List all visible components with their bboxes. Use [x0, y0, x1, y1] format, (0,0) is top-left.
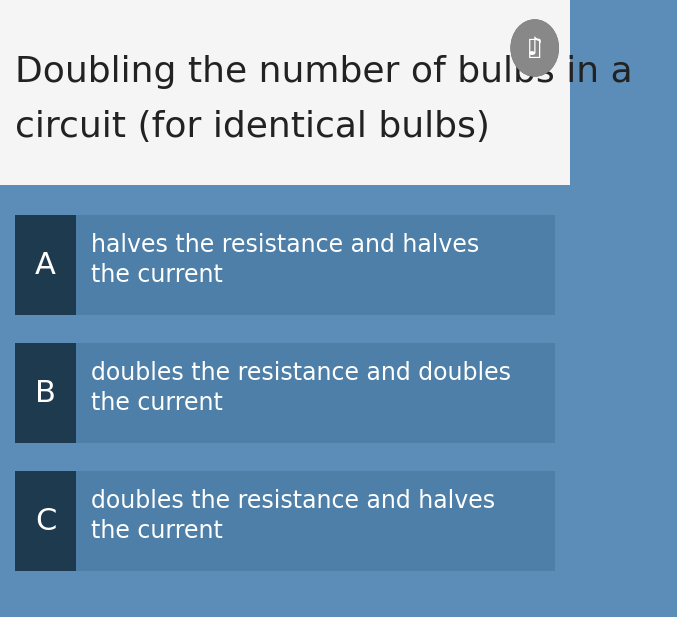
Text: the current: the current	[91, 391, 223, 415]
Text: the current: the current	[91, 519, 223, 543]
Text: Doubling the number of bulbs in a: Doubling the number of bulbs in a	[15, 55, 633, 89]
FancyBboxPatch shape	[15, 471, 76, 571]
Circle shape	[511, 20, 559, 76]
Text: A: A	[35, 251, 56, 280]
FancyBboxPatch shape	[15, 215, 76, 315]
FancyBboxPatch shape	[0, 0, 570, 185]
Circle shape	[511, 20, 559, 76]
Text: ♪: ♪	[527, 36, 543, 60]
Text: halves the resistance and halves: halves the resistance and halves	[91, 233, 479, 257]
Text: B: B	[35, 378, 56, 407]
Text: doubles the resistance and halves: doubles the resistance and halves	[91, 489, 495, 513]
FancyBboxPatch shape	[15, 215, 555, 315]
Text: circuit (for identical bulbs): circuit (for identical bulbs)	[15, 110, 490, 144]
Text: C: C	[35, 507, 56, 536]
FancyBboxPatch shape	[15, 343, 76, 443]
Text: doubles the resistance and doubles: doubles the resistance and doubles	[91, 361, 511, 385]
Text: the current: the current	[91, 263, 223, 287]
FancyBboxPatch shape	[15, 343, 555, 443]
Text: 🔊: 🔊	[528, 38, 542, 58]
FancyBboxPatch shape	[15, 471, 555, 571]
